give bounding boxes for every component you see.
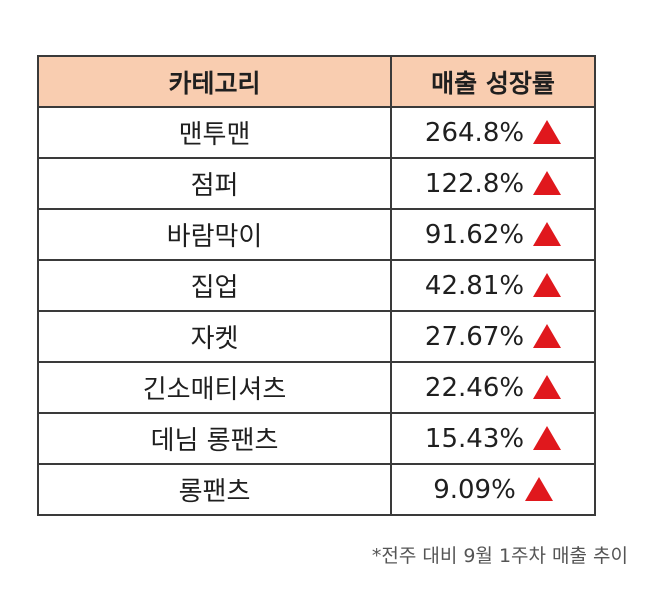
growth-value: 15.43% xyxy=(424,423,525,454)
category-cell: 집업 xyxy=(37,259,392,312)
table-row: 점퍼 122.8% xyxy=(37,157,596,210)
table-row: 바람막이 91.62% xyxy=(37,208,596,261)
growth-value: 91.62% xyxy=(424,219,525,250)
up-triangle-icon xyxy=(533,323,562,348)
header-category: 카테고리 xyxy=(37,55,392,108)
growth-cell: 15.43% xyxy=(390,412,596,465)
growth-cell: 122.8% xyxy=(390,157,596,210)
growth-cell: 9.09% xyxy=(390,463,596,516)
table-row: 데님 롱팬츠 15.43% xyxy=(37,412,596,465)
up-triangle-icon xyxy=(524,476,553,501)
category-cell: 자켓 xyxy=(37,310,392,363)
table-row: 롱팬츠 9.09% xyxy=(37,463,596,516)
sales-growth-table: 카테고리 매출 성장률 맨투맨 264.8% 점퍼 122.8% 바람막이 91… xyxy=(37,55,596,516)
growth-cell: 27.67% xyxy=(390,310,596,363)
growth-value: 122.8% xyxy=(424,168,525,199)
growth-cell: 22.46% xyxy=(390,361,596,414)
table-row: 맨투맨 264.8% xyxy=(37,106,596,159)
up-triangle-icon xyxy=(533,119,562,144)
growth-cell: 91.62% xyxy=(390,208,596,261)
table-header-row: 카테고리 매출 성장률 xyxy=(37,55,596,108)
up-triangle-icon xyxy=(533,272,562,297)
footnote: *전주 대비 9월 1주차 매출 추이 xyxy=(371,545,628,567)
category-cell: 긴소매티셔츠 xyxy=(37,361,392,414)
growth-cell: 42.81% xyxy=(390,259,596,312)
growth-value: 27.67% xyxy=(424,321,525,352)
category-cell: 데님 롱팬츠 xyxy=(37,412,392,465)
up-triangle-icon xyxy=(533,221,562,246)
up-triangle-icon xyxy=(533,170,562,195)
table-row: 긴소매티셔츠 22.46% xyxy=(37,361,596,414)
growth-value: 42.81% xyxy=(424,270,525,301)
table-row: 자켓 27.67% xyxy=(37,310,596,363)
category-cell: 바람막이 xyxy=(37,208,392,261)
growth-value: 22.46% xyxy=(424,372,525,403)
category-cell: 맨투맨 xyxy=(37,106,392,159)
table-row: 집업 42.81% xyxy=(37,259,596,312)
up-triangle-icon xyxy=(533,425,562,450)
growth-value: 264.8% xyxy=(424,117,525,148)
category-cell: 롱팬츠 xyxy=(37,463,392,516)
category-cell: 점퍼 xyxy=(37,157,392,210)
up-triangle-icon xyxy=(533,374,562,399)
growth-value: 9.09% xyxy=(433,474,516,505)
growth-cell: 264.8% xyxy=(390,106,596,159)
header-growth: 매출 성장률 xyxy=(390,55,596,108)
